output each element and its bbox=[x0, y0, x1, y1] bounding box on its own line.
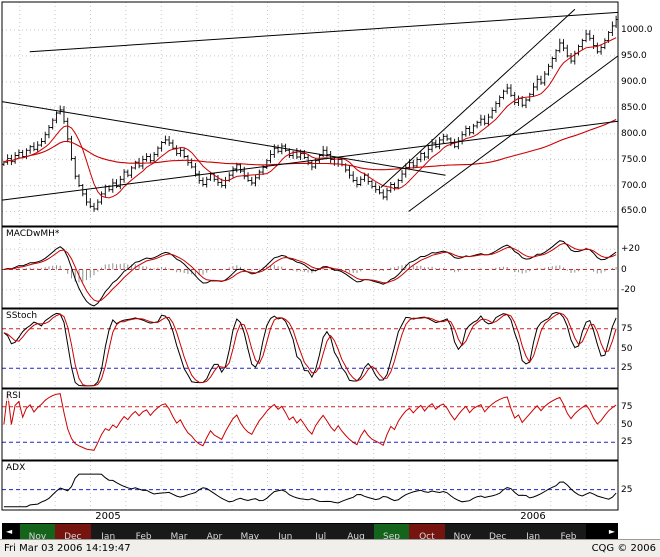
month-label: Oct bbox=[419, 532, 435, 539]
month-label: Jun bbox=[278, 532, 293, 539]
y-axis-tick-label: +20 bbox=[621, 244, 640, 255]
timescale-stub bbox=[586, 524, 619, 539]
month-label: Nov bbox=[453, 532, 472, 539]
month-label: Jul bbox=[315, 532, 327, 539]
month-segment-nov: Nov bbox=[19, 524, 56, 539]
y-axis-tick-label: 800.0 bbox=[621, 128, 647, 139]
month-segment-jul: Jul bbox=[302, 524, 339, 539]
month-label: Feb bbox=[135, 532, 152, 539]
month-segment-dec: Dec bbox=[479, 524, 516, 539]
year-row: 2005 2006 bbox=[2, 510, 618, 523]
month-segment-sep: Sep bbox=[373, 524, 410, 539]
month-label: Jan bbox=[101, 532, 116, 539]
macd-histogram bbox=[7, 263, 617, 283]
panel-border-adx bbox=[1, 460, 619, 511]
stoch-k-line bbox=[3, 311, 617, 387]
month-label: Dec bbox=[64, 532, 82, 539]
month-segment-feb: Feb bbox=[550, 524, 587, 539]
rsi-line bbox=[3, 392, 617, 451]
month-segment-apr: Apr bbox=[196, 524, 233, 539]
y-axis-tick-label: 950.0 bbox=[621, 50, 647, 61]
macd-signal-line bbox=[3, 242, 617, 302]
month-label: Aug bbox=[347, 532, 365, 539]
trendline[interactable] bbox=[29, 11, 619, 53]
month-segment-jun: Jun bbox=[267, 524, 303, 539]
adx-line bbox=[3, 473, 617, 508]
month-segment-may: May bbox=[232, 524, 268, 539]
month-label: May bbox=[240, 532, 260, 539]
scroll-right-button[interactable]: ► bbox=[608, 527, 615, 536]
y-axis-tick-label: 75 bbox=[621, 323, 633, 334]
rsi-panel-label: RSI bbox=[5, 391, 22, 401]
stoch-d-line bbox=[3, 312, 617, 387]
y-axis-tick-label: -20 bbox=[621, 284, 636, 295]
y-axis-tick-label: 650.0 bbox=[621, 206, 647, 217]
y-axis-tick-label: 900.0 bbox=[621, 76, 647, 87]
month-label: Jan bbox=[526, 532, 541, 539]
y-axis-tick-label: 25 bbox=[621, 363, 633, 374]
scroll-left-button[interactable]: ◄ bbox=[6, 527, 13, 536]
month-label: Feb bbox=[560, 532, 577, 539]
adx-panel-label: ADX bbox=[5, 463, 27, 473]
price-bars bbox=[3, 15, 617, 212]
timescale: 2005 2006 Nov Dec Jan Feb Mar Apr May Jun Jul Aug S… bbox=[2, 510, 619, 539]
month-segment-jan: Jan bbox=[90, 524, 126, 539]
sstoch-panel-label: SStoch bbox=[5, 311, 39, 321]
y-axis-tick-label: 1000.0 bbox=[621, 25, 653, 35]
month-segment-jan: Jan bbox=[515, 524, 551, 539]
y-axis-tick-label: 0 bbox=[621, 264, 627, 275]
month-label: Apr bbox=[206, 532, 223, 539]
month-segment-aug: Aug bbox=[338, 524, 374, 539]
macd-panel-label: MACDwMH* bbox=[5, 229, 61, 239]
y-axis-tick-label: 75 bbox=[621, 401, 633, 412]
month-label: Dec bbox=[488, 532, 507, 539]
panel-border-macd bbox=[1, 226, 619, 309]
y-axis-tick-label: 700.0 bbox=[621, 180, 647, 191]
status-bar: Fri Mar 03 2006 14:19:47 CQG © 2006 bbox=[0, 539, 660, 557]
year-label: 2005 bbox=[95, 511, 121, 522]
status-copyright: CQG © 2006 bbox=[591, 543, 656, 554]
month-segment-feb: Feb bbox=[125, 524, 162, 539]
y-axis-tick-label: 50 bbox=[621, 343, 633, 354]
timescale-stub bbox=[2, 524, 20, 539]
year-label: 2006 bbox=[520, 511, 546, 522]
status-datetime: Fri Mar 03 2006 14:19:47 bbox=[4, 543, 131, 554]
month-segment-mar: Mar bbox=[161, 524, 197, 539]
panel-border-rsi bbox=[1, 388, 619, 461]
y-axis-tick-label: 750.0 bbox=[621, 154, 647, 165]
ma-fast-line bbox=[3, 37, 617, 199]
y-axis-tick-label: 25 bbox=[621, 484, 633, 495]
panel-border-sstoch bbox=[1, 308, 619, 389]
month-ruler: Nov Dec Jan Feb Mar Apr May Jun Jul Aug Sep Oct Nov D… bbox=[2, 523, 619, 539]
ma-slow-line bbox=[3, 119, 617, 171]
y-axis-tick-label: 25 bbox=[621, 437, 633, 448]
month-segment-dec: Dec bbox=[55, 524, 91, 539]
macd-line bbox=[3, 240, 617, 307]
price-scale: 1000.0 950.0 900.0 850.0 800.0 750.0 700.0 650.… bbox=[621, 0, 659, 539]
trendline[interactable] bbox=[1, 101, 446, 176]
y-axis-tick-label: 50 bbox=[621, 419, 633, 430]
panel-border-price bbox=[1, 1, 619, 227]
month-segment-nov: Nov bbox=[444, 524, 480, 539]
month-label: Sep bbox=[382, 532, 400, 539]
month-label: Mar bbox=[170, 532, 188, 539]
y-axis-tick-label: 850.0 bbox=[621, 102, 647, 113]
trendline[interactable] bbox=[1, 120, 619, 201]
trendline[interactable] bbox=[380, 8, 576, 188]
trendline[interactable] bbox=[408, 55, 619, 212]
month-label: Nov bbox=[28, 532, 47, 539]
month-segment-oct: Oct bbox=[409, 524, 445, 539]
price-bar-ticks bbox=[2, 19, 618, 210]
